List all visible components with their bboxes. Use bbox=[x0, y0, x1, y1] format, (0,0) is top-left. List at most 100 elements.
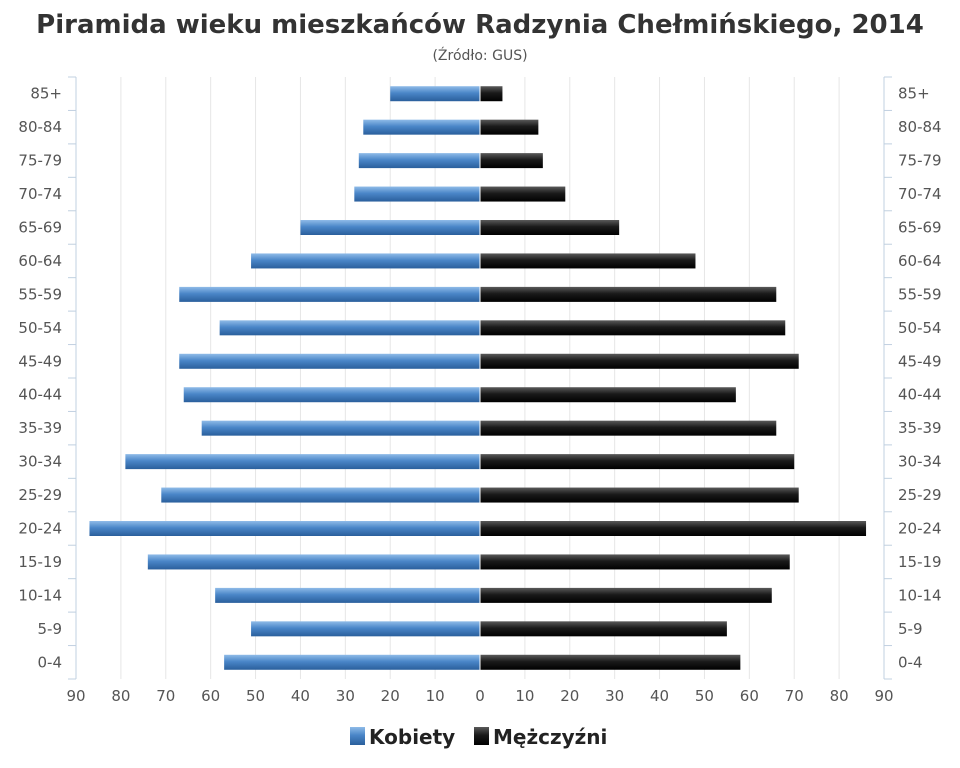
x-tick-label: 40 bbox=[650, 687, 669, 705]
category-label-left: 80-84 bbox=[18, 118, 62, 136]
category-label-right: 5-9 bbox=[898, 620, 923, 638]
x-tick-label: 90 bbox=[66, 687, 85, 705]
bars bbox=[89, 77, 867, 679]
category-label-right: 50-54 bbox=[898, 319, 942, 337]
bar-mezczyzni bbox=[480, 420, 777, 436]
category-label-right: 10-14 bbox=[898, 586, 942, 604]
category-label-left: 60-64 bbox=[18, 252, 62, 270]
legend[interactable]: Kobiety Mężczyźni bbox=[350, 725, 607, 749]
bar-mezczyzni bbox=[480, 554, 790, 570]
chart-title: Piramida wieku mieszkańców Radzynia Cheł… bbox=[36, 10, 924, 40]
x-tick-label: 30 bbox=[336, 687, 355, 705]
bar-kobiety bbox=[251, 253, 480, 269]
legend-item-kobiety[interactable]: Kobiety bbox=[350, 725, 455, 749]
x-tick-label: 20 bbox=[381, 687, 400, 705]
bar-kobiety bbox=[183, 387, 480, 403]
category-label-left: 70-74 bbox=[18, 185, 62, 203]
bar-kobiety bbox=[300, 220, 480, 235]
category-label-left: 75-79 bbox=[18, 152, 62, 170]
bar-mezczyzni bbox=[480, 286, 777, 302]
x-tick-label: 80 bbox=[830, 687, 849, 705]
legend-label-mezczyzni: Mężczyźni bbox=[493, 725, 607, 749]
x-tick-label: 10 bbox=[426, 687, 445, 705]
bar-mezczyzni bbox=[480, 186, 566, 202]
chart-subtitle: (Źródło: GUS) bbox=[432, 46, 527, 64]
category-label-right: 35-39 bbox=[898, 419, 942, 437]
bar-mezczyzni bbox=[480, 320, 786, 336]
category-label-left: 40-44 bbox=[18, 386, 62, 404]
category-label-left: 25-29 bbox=[18, 486, 62, 504]
category-label-right: 75-79 bbox=[898, 152, 942, 170]
category-label-left: 10-14 bbox=[18, 586, 62, 604]
bar-kobiety bbox=[201, 420, 480, 436]
x-tick-label: 30 bbox=[605, 687, 624, 705]
category-label-right: 65-69 bbox=[898, 219, 942, 237]
bar-kobiety bbox=[179, 353, 480, 369]
bar-kobiety bbox=[363, 119, 480, 135]
category-label-right: 60-64 bbox=[898, 252, 942, 270]
bar-kobiety bbox=[215, 587, 480, 603]
category-label-right: 40-44 bbox=[898, 386, 942, 404]
bar-mezczyzni bbox=[480, 253, 696, 269]
category-label-right: 45-49 bbox=[898, 352, 942, 370]
category-label-right: 30-34 bbox=[898, 453, 942, 471]
x-tick-label: 50 bbox=[695, 687, 714, 705]
category-label-left: 35-39 bbox=[18, 419, 62, 437]
category-label-left: 45-49 bbox=[18, 352, 62, 370]
legend-swatch-kobiety bbox=[350, 727, 365, 745]
bar-mezczyzni bbox=[480, 454, 795, 470]
category-label-left: 85+ bbox=[30, 85, 62, 103]
bar-mezczyzni bbox=[480, 487, 799, 503]
bar-mezczyzni bbox=[480, 654, 741, 670]
x-tick-label: 50 bbox=[246, 687, 265, 705]
bar-mezczyzni bbox=[480, 119, 539, 135]
bar-mezczyzni bbox=[480, 86, 503, 102]
category-label-right: 20-24 bbox=[898, 520, 942, 538]
category-label-right: 80-84 bbox=[898, 118, 942, 136]
bar-mezczyzni bbox=[480, 521, 867, 536]
category-label-right: 85+ bbox=[898, 85, 930, 103]
category-label-left: 30-34 bbox=[18, 453, 62, 471]
category-label-right: 15-19 bbox=[898, 553, 942, 571]
legend-item-mezczyzni[interactable]: Mężczyźni bbox=[474, 725, 607, 749]
category-label-left: 20-24 bbox=[18, 520, 62, 538]
category-label-right: 55-59 bbox=[898, 285, 942, 303]
category-label-left: 15-19 bbox=[18, 553, 62, 571]
category-label-left: 50-54 bbox=[18, 319, 62, 337]
axes bbox=[68, 76, 892, 680]
category-label-left: 65-69 bbox=[18, 219, 62, 237]
bar-kobiety bbox=[224, 654, 480, 670]
category-labels: 85+ 85+ 80-84 80-84 75-79 75-79 70-74 70-74 65-6… bbox=[18, 85, 941, 672]
bar-mezczyzni bbox=[480, 353, 799, 369]
bar-kobiety bbox=[147, 554, 481, 570]
bar-mezczyzni bbox=[480, 621, 727, 637]
bar-mezczyzni bbox=[480, 387, 736, 403]
category-label-right: 25-29 bbox=[898, 486, 942, 504]
x-tick-label: 40 bbox=[291, 687, 310, 705]
category-label-left: 55-59 bbox=[18, 285, 62, 303]
legend-swatch-mezczyzni bbox=[474, 727, 489, 745]
bar-kobiety bbox=[125, 454, 480, 470]
bar-kobiety bbox=[358, 153, 480, 169]
bar-mezczyzni bbox=[480, 587, 772, 603]
x-tick-label: 70 bbox=[785, 687, 804, 705]
category-label-left: 0-4 bbox=[38, 653, 63, 671]
bar-kobiety bbox=[179, 286, 480, 302]
legend-label-kobiety: Kobiety bbox=[369, 725, 455, 749]
bar-kobiety bbox=[89, 521, 480, 536]
x-tick-label: 80 bbox=[111, 687, 130, 705]
category-label-right: 0-4 bbox=[898, 653, 923, 671]
x-tick-label: 10 bbox=[515, 687, 534, 705]
x-tick-label: 60 bbox=[740, 687, 759, 705]
bar-mezczyzni bbox=[480, 153, 543, 169]
x-tick-labels: 90 80 70 60 50 40 30 20 10 0 10 20 30 40 50 60 70 80 90 bbox=[66, 687, 893, 705]
x-tick-label: 70 bbox=[156, 687, 175, 705]
x-tick-label: 90 bbox=[874, 687, 893, 705]
category-label-right: 70-74 bbox=[898, 185, 942, 203]
grid-lines bbox=[75, 77, 885, 679]
bar-kobiety bbox=[161, 487, 481, 503]
x-tick-label: 20 bbox=[560, 687, 579, 705]
bar-kobiety bbox=[390, 86, 480, 102]
bar-kobiety bbox=[251, 621, 480, 637]
bar-kobiety bbox=[354, 186, 480, 202]
